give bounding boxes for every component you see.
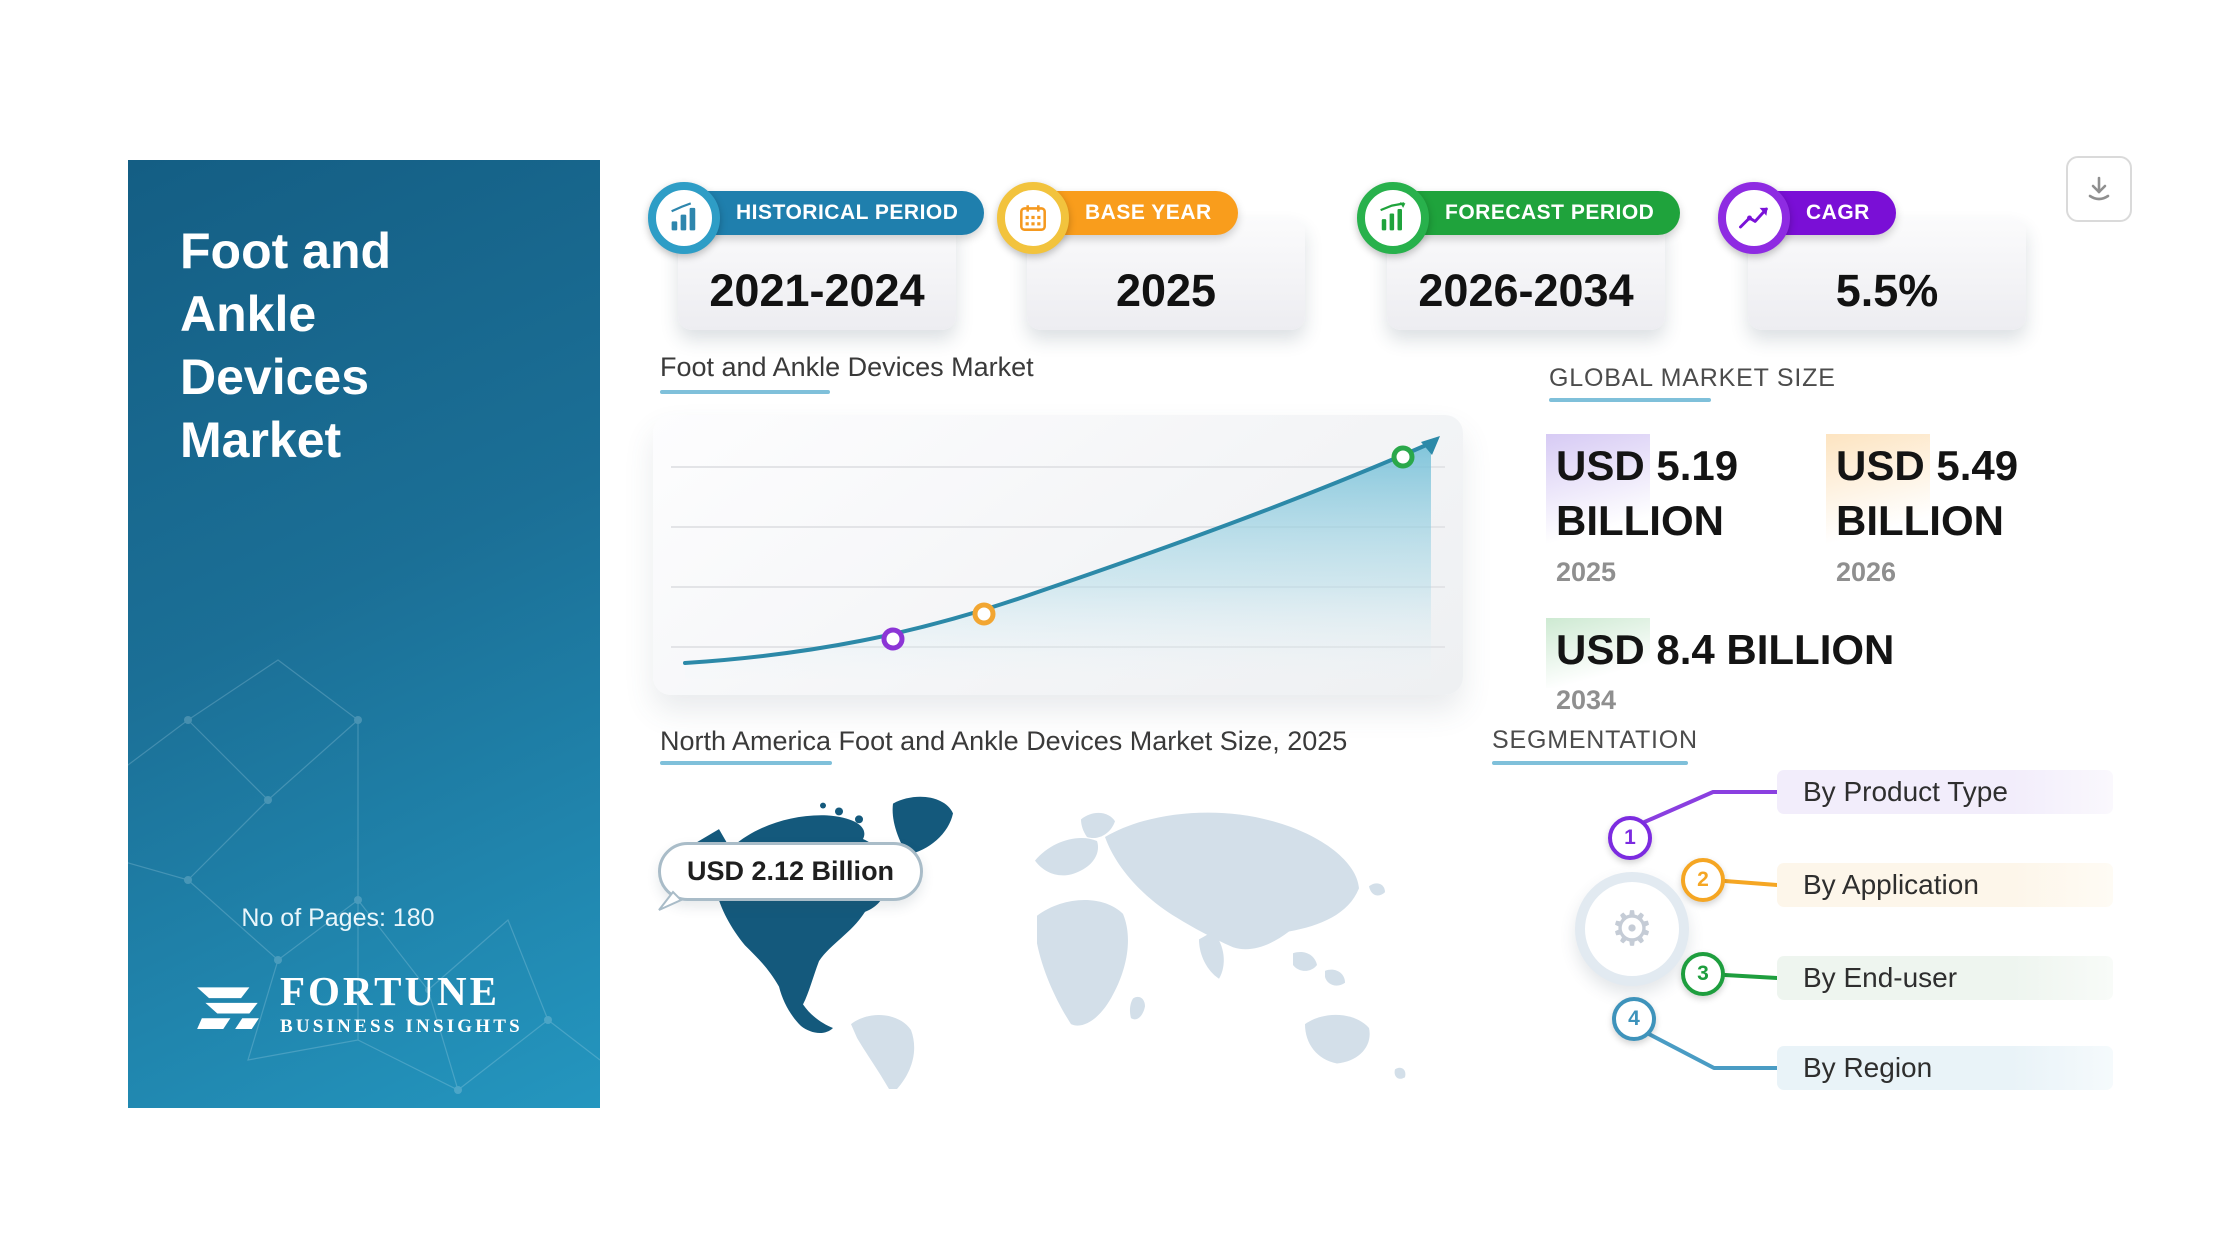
callout-tail bbox=[658, 890, 683, 911]
stat-2025-value: USD 5.19 BILLION bbox=[1546, 434, 1774, 554]
cagr-value: 5.5% bbox=[1835, 265, 1939, 316]
marker-2026 bbox=[972, 602, 996, 626]
chart-title-underline bbox=[660, 390, 830, 394]
badge-circle bbox=[997, 182, 1069, 254]
badge-value-card: 2026-2034 bbox=[1387, 218, 1665, 330]
segment-number-label: 3 bbox=[1697, 962, 1709, 985]
fortune-logo-icon bbox=[197, 987, 259, 1029]
brand-name: FORTUNE bbox=[280, 967, 501, 1014]
badge-circle bbox=[1357, 182, 1429, 254]
market-growth-chart bbox=[653, 415, 1463, 695]
download-icon bbox=[2088, 176, 2110, 201]
callout-text: USD 2.12 Billion bbox=[687, 856, 895, 886]
segment-number-1: 1 bbox=[1608, 816, 1652, 860]
indonesia bbox=[1325, 969, 1345, 986]
japan bbox=[1369, 883, 1385, 896]
sidebar: Foot and Ankle Devices Market No of Page… bbox=[128, 160, 600, 1108]
stat-2034-value: USD 8.4 BILLION bbox=[1545, 617, 1894, 689]
global-market-size-underline bbox=[1549, 398, 1711, 402]
badge-value-card: 5.5% bbox=[1748, 218, 2026, 330]
brand-tagline: BUSINESS INSIGHTS bbox=[280, 1015, 523, 1037]
trend-line bbox=[683, 441, 1433, 665]
area-chart bbox=[671, 436, 1445, 679]
stat-2025-year: 2025 bbox=[1556, 556, 1617, 587]
segment-number-2: 2 bbox=[1681, 858, 1725, 902]
forecast-period-value: 2026-2034 bbox=[1418, 265, 1634, 316]
gear-icon: ⚙ bbox=[1610, 903, 1654, 956]
badge-circle bbox=[1718, 182, 1790, 254]
marker-2025 bbox=[881, 627, 905, 651]
segment-label: By End-user bbox=[1803, 962, 1958, 993]
calendar-icon bbox=[1020, 205, 1046, 231]
north-america-value-callout: USD 2.12 Billion bbox=[658, 842, 924, 911]
segment-number-label: 4 bbox=[1628, 1007, 1640, 1030]
segmentation-hub: ⚙ bbox=[1575, 872, 1689, 986]
segmentation-underline bbox=[1492, 761, 1688, 765]
stat-2034: USD 8.4 BILLION 2034 bbox=[1545, 617, 1894, 716]
badge-value-card: 2021-2024 bbox=[678, 218, 956, 330]
page-count: No of Pages: 180 bbox=[241, 904, 435, 932]
segment-label: By Region bbox=[1803, 1052, 1933, 1083]
report-title: Foot and Ankle Devices Market bbox=[180, 223, 392, 468]
constellation-pattern bbox=[128, 659, 600, 1094]
segment-label: By Product Type bbox=[1803, 776, 2008, 807]
segmentation-heading: SEGMENTATION bbox=[1492, 726, 1698, 754]
forecast-chart-icon bbox=[1380, 202, 1406, 231]
segmentation-connectors bbox=[1638, 790, 1779, 1070]
africa bbox=[1037, 899, 1128, 1026]
se-asia bbox=[1293, 951, 1317, 971]
trend-arrowhead bbox=[1421, 436, 1440, 455]
new-zealand bbox=[1394, 1067, 1406, 1079]
segment-number-4: 4 bbox=[1612, 997, 1656, 1041]
brand-text: FORTUNE BUSINESS INSIGHTS bbox=[280, 967, 523, 1038]
badge-cagr: 5.5% CAGR bbox=[1718, 182, 2038, 336]
badge-base-year: 2025 BASE YEAR bbox=[997, 182, 1317, 336]
badge-historical-period: 2021-2024 HISTORICAL PERIOD bbox=[648, 182, 985, 336]
segment-by-region: By Region bbox=[1777, 1046, 2113, 1090]
segment-label: By Application bbox=[1803, 869, 1979, 900]
base-year-value: 2025 bbox=[1115, 265, 1217, 316]
badge-label-pill: FORECAST PERIOD bbox=[1391, 191, 1681, 235]
map-title: North America Foot and Ankle Devices Mar… bbox=[660, 726, 1348, 756]
download-button[interactable] bbox=[2066, 156, 2132, 222]
chart-title: Foot and Ankle Devices Market bbox=[660, 352, 1034, 382]
stat-2034-year: 2034 bbox=[1556, 685, 1617, 716]
map-title-underline bbox=[660, 761, 832, 765]
bar-chart-icon bbox=[671, 202, 696, 231]
south-america bbox=[851, 1015, 915, 1090]
marker-2034 bbox=[1391, 445, 1415, 469]
badge-value-card: 2025 bbox=[1027, 218, 1305, 330]
europe bbox=[1035, 837, 1099, 876]
scandinavia bbox=[1081, 812, 1115, 839]
brand-logo: FORTUNE BUSINESS INSIGHTS bbox=[190, 966, 523, 1042]
global-market-size-heading: GLOBAL MARKET SIZE bbox=[1549, 364, 1836, 392]
area-fill bbox=[685, 443, 1431, 679]
historical-period-value: 2021-2024 bbox=[709, 265, 925, 316]
stat-2025: USD 5.19 BILLION 2025 bbox=[1546, 434, 1774, 588]
badge-forecast-period: 2026-2034 FORECAST PERIOD bbox=[1357, 182, 1681, 336]
segment-number-label: 1 bbox=[1624, 826, 1636, 849]
australia bbox=[1305, 1014, 1370, 1064]
badge-circle bbox=[648, 182, 720, 254]
stat-2026-year: 2026 bbox=[1836, 556, 1897, 587]
greenland-highlight bbox=[892, 796, 953, 855]
segment-number-label: 2 bbox=[1697, 868, 1709, 891]
segment-by-end-user: By End-user bbox=[1777, 956, 2113, 1000]
india bbox=[1199, 931, 1224, 979]
segment-by-application: By Application bbox=[1777, 863, 2113, 907]
stat-2026-value: USD 5.49 BILLION bbox=[1826, 434, 2054, 554]
growth-line-icon bbox=[1739, 207, 1768, 229]
stat-2026: USD 5.49 BILLION 2026 bbox=[1826, 434, 2054, 588]
badge-label-pill: HISTORICAL PERIOD bbox=[682, 191, 985, 235]
segment-number-3: 3 bbox=[1681, 952, 1725, 996]
world-map bbox=[689, 796, 1406, 1090]
asia bbox=[1105, 812, 1359, 950]
segment-by-product-type: By Product Type bbox=[1777, 770, 2113, 814]
madagascar bbox=[1129, 996, 1145, 1020]
